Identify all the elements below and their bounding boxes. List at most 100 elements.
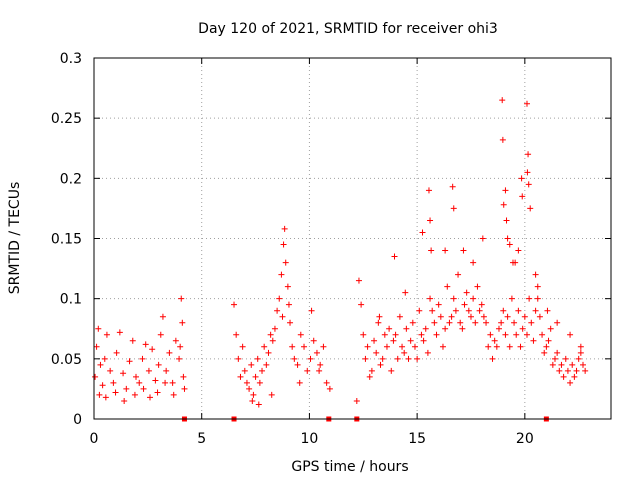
data-point bbox=[282, 259, 289, 266]
x-tick-labels: 0 5 10 15 20 bbox=[90, 431, 534, 447]
data-point bbox=[567, 379, 574, 386]
data-point bbox=[241, 367, 248, 374]
data-point bbox=[478, 301, 485, 308]
data-point bbox=[534, 283, 541, 290]
data-point bbox=[310, 337, 317, 344]
data-point bbox=[391, 253, 398, 260]
data-point bbox=[409, 319, 416, 326]
y-tick-label: 0.2 bbox=[60, 171, 82, 187]
y-tick-label: 0.05 bbox=[51, 352, 82, 368]
data-point bbox=[528, 319, 535, 326]
data-point bbox=[123, 385, 130, 392]
data-point bbox=[513, 331, 520, 338]
data-point bbox=[525, 181, 532, 188]
data-point bbox=[450, 295, 457, 302]
data-point bbox=[401, 349, 408, 356]
data-point bbox=[248, 361, 255, 368]
data-point bbox=[261, 343, 268, 350]
data-point bbox=[254, 355, 261, 362]
data-point bbox=[147, 394, 154, 401]
data-point bbox=[326, 385, 333, 392]
data-point bbox=[316, 367, 323, 374]
data-point bbox=[420, 337, 427, 344]
data-point bbox=[554, 349, 561, 356]
data-point bbox=[489, 355, 496, 362]
data-point bbox=[110, 379, 117, 386]
data-point bbox=[524, 169, 531, 176]
data-point bbox=[377, 361, 384, 368]
data-point bbox=[534, 295, 541, 302]
plot-frame bbox=[93, 57, 612, 420]
data-point bbox=[280, 241, 287, 248]
data-point bbox=[239, 343, 246, 350]
data-point bbox=[142, 341, 149, 348]
data-point bbox=[92, 373, 99, 380]
data-point bbox=[476, 307, 483, 314]
data-point bbox=[159, 313, 166, 320]
data-point bbox=[269, 337, 276, 344]
data-point bbox=[256, 379, 263, 386]
data-point bbox=[278, 271, 285, 278]
data-point bbox=[237, 373, 244, 380]
data-point bbox=[474, 283, 481, 290]
data-point bbox=[427, 217, 434, 224]
data-point bbox=[442, 247, 449, 254]
data-point bbox=[448, 313, 455, 320]
data-point bbox=[276, 295, 283, 302]
data-point bbox=[429, 307, 436, 314]
y-tick-label: 0.1 bbox=[60, 292, 82, 308]
data-points bbox=[92, 97, 589, 408]
data-point bbox=[483, 319, 490, 326]
data-point bbox=[558, 361, 565, 368]
data-point bbox=[549, 361, 556, 368]
data-point bbox=[399, 343, 406, 350]
data-point bbox=[296, 379, 303, 386]
data-point bbox=[444, 283, 451, 290]
data-point bbox=[460, 247, 467, 254]
data-point bbox=[577, 349, 584, 356]
data-point bbox=[107, 367, 114, 374]
data-point bbox=[433, 331, 440, 338]
data-point bbox=[323, 379, 330, 386]
data-point bbox=[512, 259, 519, 266]
x-tick-label: 20 bbox=[516, 431, 534, 447]
data-point bbox=[139, 355, 146, 362]
data-point bbox=[515, 247, 522, 254]
data-point bbox=[541, 349, 548, 356]
data-point bbox=[491, 337, 498, 344]
data-point bbox=[418, 331, 425, 338]
data-point bbox=[459, 325, 466, 332]
data-point bbox=[145, 367, 152, 374]
data-point bbox=[267, 331, 274, 338]
data-point bbox=[116, 329, 123, 336]
data-point bbox=[500, 201, 507, 208]
data-point bbox=[564, 367, 571, 374]
data-point bbox=[442, 325, 449, 332]
data-point bbox=[129, 337, 136, 344]
data-point bbox=[162, 379, 169, 386]
data-point bbox=[155, 361, 162, 368]
data-point bbox=[172, 337, 179, 344]
data-point bbox=[525, 151, 532, 158]
data-point bbox=[504, 313, 511, 320]
data-point bbox=[392, 331, 399, 338]
data-point bbox=[515, 307, 522, 314]
data-point bbox=[243, 379, 250, 386]
data-point bbox=[375, 319, 382, 326]
x-axis-label: GPS time / hours bbox=[291, 459, 408, 475]
data-point bbox=[371, 337, 378, 344]
y-axis-label: SRMTID / TECUs bbox=[7, 182, 23, 295]
data-point bbox=[271, 325, 278, 332]
data-point bbox=[383, 343, 390, 350]
data-point bbox=[291, 355, 298, 362]
data-point bbox=[376, 313, 383, 320]
data-point bbox=[551, 355, 558, 362]
data-point bbox=[259, 367, 266, 374]
data-point bbox=[149, 346, 156, 353]
data-point bbox=[472, 319, 479, 326]
data-point bbox=[428, 247, 435, 254]
data-point bbox=[571, 373, 578, 380]
data-point bbox=[169, 379, 176, 386]
data-point bbox=[390, 337, 397, 344]
data-point bbox=[126, 358, 133, 365]
